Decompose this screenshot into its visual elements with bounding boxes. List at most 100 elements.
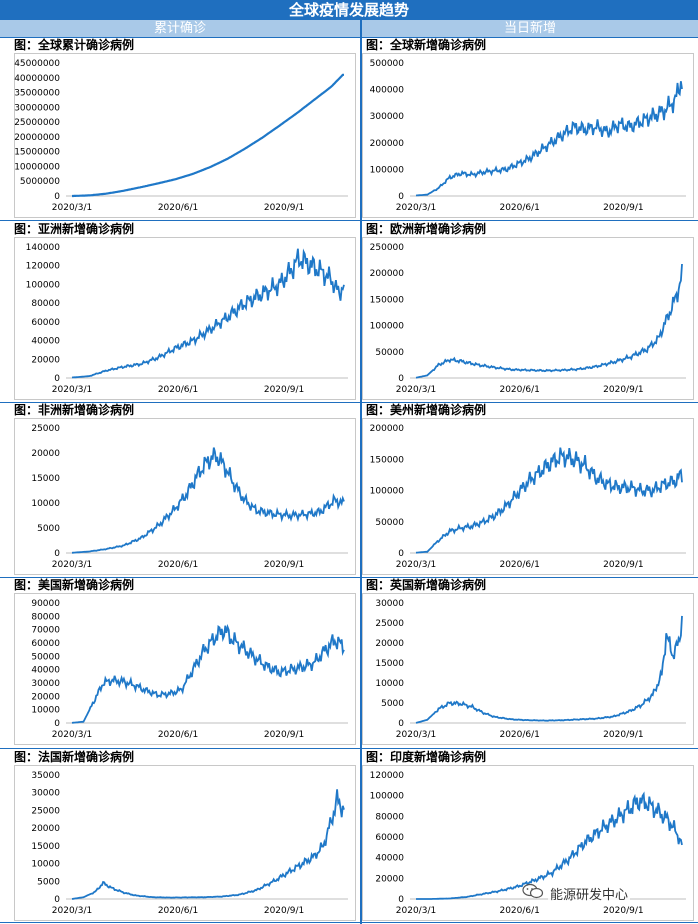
y-tick-label: 200000 (370, 269, 405, 279)
y-tick-label: 30000 (375, 599, 404, 609)
y-tick-label: 250000 (370, 243, 405, 253)
y-tick-label: 60000 (31, 318, 60, 328)
chart-plot: 0 5000 10000 15000 20000 25000 2020/3/1 2020/6/… (31, 424, 348, 570)
series-line (415, 615, 683, 724)
series-line (416, 791, 683, 900)
chart-title: 图：非洲新增确诊病例 (14, 403, 135, 417)
y-tick-label: 20000 (31, 824, 60, 834)
y-tick-label: 100000 (26, 280, 61, 290)
y-tick-label: 100000 (370, 487, 405, 497)
chart-title: 图：美国新增确诊病例 (14, 578, 135, 592)
x-tick-label: 2020/9/1 (264, 730, 304, 740)
chart-title: 图：英国新增确诊病例 (366, 578, 487, 592)
y-tick-label: 20000 (31, 692, 60, 702)
y-tick-label: 150000 (370, 455, 405, 465)
x-tick-label: 2020/6/1 (158, 906, 198, 916)
series-line (71, 447, 345, 554)
x-tick-label: 2020/6/1 (499, 203, 539, 213)
x-tick-label: 2020/3/1 (52, 203, 92, 213)
chart-title: 图：全球累计确诊病例 (14, 38, 135, 52)
y-tick-label: 120000 (370, 771, 405, 781)
cumulative-header: 累计确诊 (0, 20, 360, 37)
y-tick-label: 10000 (31, 860, 60, 870)
series-line (71, 623, 345, 724)
y-tick-label: 20000 (375, 874, 404, 884)
y-tick-label: 25000 (31, 424, 60, 434)
chart-plot: 0 5000 10000 15000 20000 25000 30000 2020/3/1 20… (375, 599, 686, 740)
y-tick-label: 40000 (375, 854, 404, 864)
x-tick-label: 2020/3/1 (396, 385, 436, 395)
y-tick-label: 15000000 (14, 148, 60, 158)
y-tick-label: 5000000 (20, 177, 60, 187)
y-tick-label: 120000 (26, 262, 61, 272)
y-tick-label: 60000 (31, 639, 60, 649)
y-tick-label: 35000000 (14, 89, 60, 99)
chart-title: 图：全球新增确诊病例 (366, 38, 487, 52)
y-tick-label: 0 (398, 192, 404, 202)
row-divider (0, 220, 698, 221)
x-tick-label: 2020/9/1 (264, 385, 304, 395)
y-tick-label: 20000 (31, 449, 60, 459)
series-line (415, 447, 683, 554)
y-tick-label: 50000 (375, 518, 404, 528)
y-tick-label: 50000 (31, 652, 60, 662)
y-tick-label: 0 (54, 895, 60, 905)
series-line (415, 263, 683, 379)
y-tick-label: 30000000 (14, 103, 60, 113)
x-tick-label: 2020/6/1 (499, 385, 539, 395)
y-tick-label: 20000000 (14, 133, 60, 143)
x-tick-label: 2020/3/1 (396, 203, 436, 213)
x-tick-label: 2020/6/1 (158, 730, 198, 740)
chart-plot: 0 100000 200000 300000 400000 500000 2020/3/1 2… (370, 59, 686, 213)
x-tick-label: 2020/6/1 (499, 906, 539, 916)
chart-frame (14, 765, 356, 921)
x-tick-label: 2020/3/1 (52, 730, 92, 740)
chart-plot: 0 50000 100000 150000 200000 2020/3/1 2020/6/1… (370, 424, 686, 570)
x-tick-label: 2020/6/1 (499, 730, 539, 740)
column-divider (360, 20, 362, 924)
x-tick-label: 2020/3/1 (52, 906, 92, 916)
chart-title: 图：美州新增确诊病例 (366, 403, 487, 417)
y-tick-label: 70000 (31, 626, 60, 636)
y-tick-label: 0 (398, 374, 404, 384)
x-tick-label: 2020/3/1 (52, 560, 92, 570)
chart-plot: 0 5000 10000 15000 20000 25000 30000 35000 2020/… (31, 771, 348, 916)
chart-plot: 0 20000 40000 60000 80000 100000 120000 2020/3/… (370, 771, 686, 916)
x-tick-label: 2020/9/1 (264, 906, 304, 916)
x-tick-label: 2020/6/1 (158, 560, 198, 570)
y-tick-label: 80000 (31, 299, 60, 309)
y-tick-label: 100000 (370, 165, 405, 175)
chart-frame (362, 53, 694, 218)
y-tick-label: 10000 (31, 706, 60, 716)
chart-plot: 0 20000 40000 60000 80000 100000 120000 140000 2… (26, 243, 348, 395)
y-tick-label: 20000 (31, 355, 60, 365)
y-tick-label: 25000000 (14, 118, 60, 128)
y-tick-label: 40000 (31, 337, 60, 347)
y-tick-label: 15000 (31, 474, 60, 484)
y-tick-label: 100000 (370, 792, 405, 802)
y-tick-label: 25000 (375, 619, 404, 629)
y-tick-label: 15000 (375, 659, 404, 669)
y-tick-label: 30000 (31, 679, 60, 689)
x-tick-label: 2020/9/1 (603, 906, 643, 916)
y-tick-label: 80000 (31, 612, 60, 622)
x-tick-label: 2020/6/1 (499, 560, 539, 570)
page-title: 全球疫情发展趋势 (0, 0, 698, 20)
y-tick-label: 40000 (31, 666, 60, 676)
chart-title: 图：法国新增确诊病例 (14, 750, 135, 764)
chart-title: 图：印度新增确诊病例 (366, 750, 487, 764)
y-tick-label: 200000 (370, 424, 405, 434)
x-tick-label: 2020/9/1 (264, 203, 304, 213)
x-tick-label: 2020/6/1 (158, 203, 198, 213)
y-tick-label: 60000 (375, 833, 404, 843)
chart-frame (362, 418, 694, 575)
x-tick-label: 2020/3/1 (396, 730, 436, 740)
chart-plot: 0 10000 20000 30000 40000 50000 60000 70000 8000… (31, 599, 348, 740)
y-tick-label: 0 (54, 374, 60, 384)
row-divider (0, 748, 698, 749)
chart-frame (362, 237, 694, 400)
x-tick-label: 2020/9/1 (603, 730, 643, 740)
daily-new-header: 当日新增 (362, 20, 698, 37)
x-tick-label: 2020/3/1 (396, 906, 436, 916)
x-tick-label: 2020/3/1 (52, 385, 92, 395)
